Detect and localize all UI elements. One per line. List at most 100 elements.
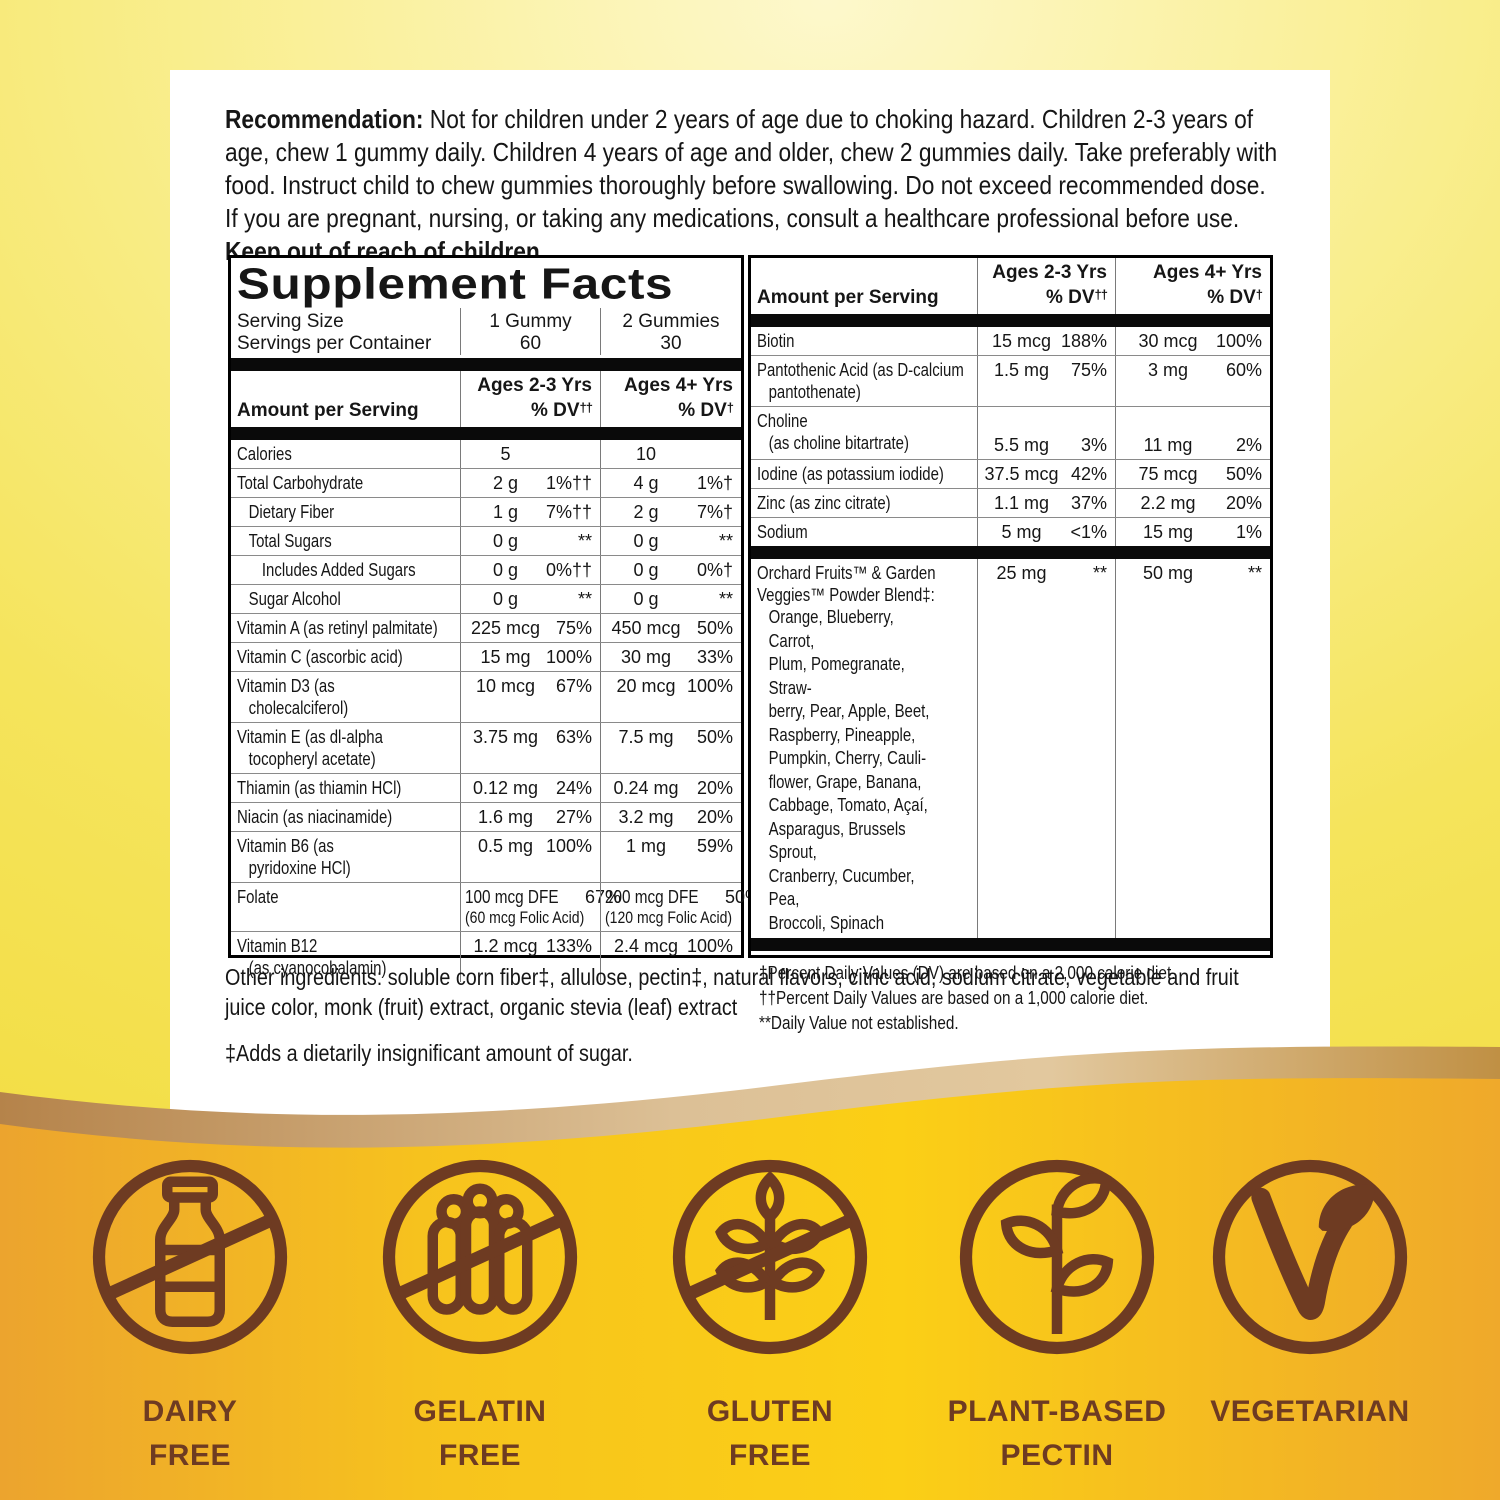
percent-dv	[687, 443, 733, 465]
serving-col2: 2 Gummies 30	[600, 308, 741, 355]
nutrient-name: Sodium	[757, 522, 808, 542]
value-cell: 2 g 7%†	[600, 498, 741, 526]
value-cell: 0.12 mg 24%	[460, 774, 600, 802]
percent-dv: **	[577, 531, 592, 551]
amount: 0 g	[492, 531, 519, 551]
fact-row: Total Sugars 0 g ** 0 g **	[231, 526, 741, 555]
other-ingredients-text: Other ingredients: soluble corn fiber‡, …	[225, 964, 1239, 1020]
percent-dv: 67%	[585, 887, 622, 907]
nutrient-name: Vitamin D3 (as cholecalciferol)	[237, 676, 349, 718]
fact-row: Choline (as choline bitartrate) 5.5 mg 3% 11…	[751, 406, 1270, 459]
footnote-dv-2000: †Percent Daily Values (DV) are based on …	[759, 963, 1176, 983]
amount: 1.2 mcg	[473, 936, 538, 956]
nutrient-name: Pantothenic Acid (as D-calcium pantothena…	[757, 360, 964, 402]
percent-dv: 0%††	[545, 560, 592, 580]
nutrient-name: Vitamin C (ascorbic acid)	[237, 647, 403, 667]
nutrient-name: Vitamin E (as dl-alpha tocopheryl acetate…	[237, 727, 383, 769]
badge-gluten-free: GLUTEN FREE	[610, 1152, 930, 1477]
value-cell: 15 mg 1%	[1115, 518, 1270, 546]
badge-label: GELATIN FREE	[413, 1395, 547, 1472]
age-group: Ages 2-3 Yrs	[992, 262, 1107, 283]
fact-row: Vitamin D3 (as cholecalciferol) 10 mcg 67% 2…	[231, 671, 741, 722]
fact-row: Biotin 15 mcg 188% 30 mcg 100%	[751, 327, 1270, 355]
percent-dv-label: % DV†	[678, 400, 734, 421]
amount: 0 g	[633, 531, 659, 551]
percent-dv: 42%	[1070, 464, 1107, 484]
percent-dv: **	[1092, 563, 1107, 583]
percent-dv: 75%	[555, 618, 592, 638]
percent-dv: 100%	[545, 647, 592, 667]
percent-dv: 59%	[696, 836, 733, 856]
value-cell: 0 g 0%†	[600, 556, 741, 584]
amount: 37.5 mcg	[984, 464, 1059, 484]
label-panel: Recommendation: Not for children under 2…	[170, 70, 1330, 1190]
fact-row: Vitamin B12 (as cyanocobalamin) 1.2 mcg 133…	[231, 931, 741, 982]
vegetarian-v-icon	[1212, 1159, 1408, 1355]
amount: 225 mcg	[470, 618, 541, 638]
amount: 2 g	[633, 502, 659, 522]
percent-dv: 100%	[686, 936, 733, 956]
percent-dv-label: % DV††	[1045, 287, 1108, 308]
fact-row: Calories 5 10	[231, 440, 741, 468]
nutrient-name: Choline (as choline bitartrate)	[757, 411, 909, 453]
supplement-facts-box-right: Amount per Serving Ages 2-3 Yrs % DV†† Ag…	[748, 255, 1273, 1033]
value-cell: 15 mcg 188%	[977, 327, 1115, 355]
amount: 10 mcg	[475, 676, 536, 696]
value-cell: 20 mcg 100%	[600, 672, 741, 722]
amount: 2 g	[492, 473, 518, 493]
footnote-dv-not-established: **Daily Value not established.	[759, 1013, 959, 1033]
badge-label: VEGETARIAN	[1210, 1395, 1410, 1428]
nutrient-name: Total Sugars	[248, 531, 332, 551]
value-cell: 30 mg 33%	[600, 643, 741, 671]
no-wheat-icon	[672, 1159, 868, 1355]
badge-label: GLUTEN FREE	[706, 1395, 834, 1472]
fact-row: Niacin (as niacinamide) 1.6 mg 27% 3.2 mg 20…	[231, 802, 741, 831]
value-cell: 0 g 0%††	[460, 556, 600, 584]
percent-dv: 20%	[696, 778, 733, 798]
recommendation-body: Not for children under 2 years of age du…	[225, 104, 1278, 233]
amount: 15 mg	[1142, 522, 1194, 542]
value-cell: 15 mg 100%	[460, 643, 600, 671]
nutrient-name: Includes Added Sugars	[261, 560, 416, 580]
footnote-dv-1000: ††Percent Daily Values are based on a 1,…	[759, 988, 1149, 1008]
badge-plant-based-pectin: PLANT-BASED PECTIN	[897, 1152, 1217, 1477]
fact-row: Sugar Alcohol 0 g ** 0 g **	[231, 584, 741, 613]
ages-4plus-header: Ages 4+ Yrs % DV†	[600, 371, 741, 427]
percent-dv: 60%	[1225, 360, 1262, 380]
ages-2-3-header: Ages 2-3 Yrs % DV††	[977, 258, 1115, 314]
percent-dv-label: % DV†	[1207, 287, 1263, 308]
nutrient-name: Folate	[237, 887, 279, 907]
value-cell: 100 mcg DFE 67% (60 mcg Folic Acid)	[460, 883, 621, 931]
percent-dv-label: % DV††	[530, 400, 593, 421]
value-cell: 1 g 7%††	[460, 498, 600, 526]
value-cell: 5 mg <1%	[977, 518, 1115, 546]
servings-count: 30	[660, 333, 682, 354]
recommendation-lead: Recommendation:	[225, 104, 424, 134]
percent-dv: 133%	[545, 936, 592, 956]
fact-row: Sodium 5 mg <1% 15 mg 1%	[751, 517, 1270, 546]
amount: 0.5 mg	[477, 836, 533, 856]
badge-label: DAIRY FREE	[142, 1395, 238, 1472]
blend-name: Orchard Fruits™ & Garden Veggies™ Powder …	[751, 559, 977, 938]
amount: 1 g	[492, 502, 518, 522]
folic-acid-note: (60 mcg Folic Acid)	[465, 909, 585, 927]
fact-row: Iodine (as potassium iodide) 37.5 mcg 42% 7…	[751, 459, 1270, 488]
nutrient-name: Dietary Fiber	[248, 502, 335, 522]
value-cell: 25 mg **	[977, 559, 1115, 938]
amount: 1 mg	[625, 836, 667, 856]
value-cell: 10 mcg 67%	[460, 672, 600, 722]
amount: 1.5 mg	[993, 360, 1050, 380]
amount-per-serving-label: Amount per Serving	[237, 400, 419, 421]
amount: 0 g	[633, 589, 659, 609]
serving-labels: Serving Size Servings per Container	[231, 308, 460, 358]
amount: 0.24 mg	[613, 778, 679, 798]
percent-dv: <1%	[1070, 522, 1107, 542]
servings-count: 60	[519, 333, 542, 354]
fact-row: Total Carbohydrate 2 g 1%†† 4 g 1%†	[231, 468, 741, 497]
percent-dv: 50%	[696, 727, 733, 747]
value-cell: 4 g 1%†	[600, 469, 741, 497]
value-cell: 11 mg 2%	[1115, 407, 1270, 459]
value-cell: 50 mg **	[1115, 559, 1270, 938]
fact-row: Vitamin B6 (as pyridoxine HCl) 0.5 mg 100% 1…	[231, 831, 741, 882]
amount: 100 mcg DFE	[465, 887, 559, 907]
